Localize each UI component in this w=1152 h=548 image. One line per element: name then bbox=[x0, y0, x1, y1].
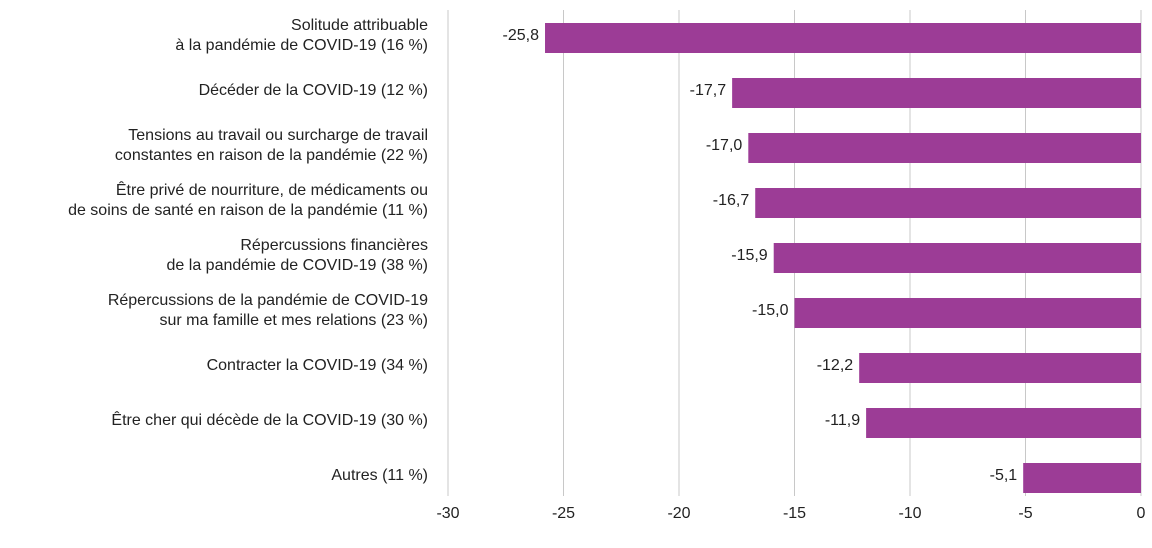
bar bbox=[859, 353, 1141, 383]
category-label: Contracter la COVID-19 (34 %) bbox=[207, 357, 428, 374]
value-label: -15,9 bbox=[731, 247, 768, 264]
x-tick-label: -20 bbox=[667, 505, 690, 522]
category-label: Répercussions de la pandémie de COVID-19… bbox=[108, 292, 428, 329]
bar bbox=[866, 408, 1141, 438]
x-tick-label: -30 bbox=[436, 505, 459, 522]
value-label: -12,2 bbox=[817, 357, 854, 374]
x-tick-label: -10 bbox=[898, 505, 921, 522]
value-label: -5,1 bbox=[990, 467, 1018, 484]
bar bbox=[755, 188, 1141, 218]
value-label: -25,8 bbox=[503, 27, 540, 44]
bar bbox=[748, 133, 1141, 163]
bar bbox=[794, 298, 1141, 328]
bar bbox=[1023, 463, 1141, 493]
bar bbox=[545, 23, 1141, 53]
x-tick-label: -25 bbox=[552, 505, 575, 522]
x-tick-label: -15 bbox=[783, 505, 806, 522]
category-label: Tensions au travail ou surcharge de trav… bbox=[115, 127, 428, 164]
category-label: Être privé de nourriture, de médicaments… bbox=[68, 180, 428, 219]
bar bbox=[732, 78, 1141, 108]
value-label: -17,0 bbox=[706, 137, 743, 154]
value-label: -11,9 bbox=[825, 412, 860, 429]
x-tick-label: -5 bbox=[1018, 505, 1032, 522]
x-tick-label: 0 bbox=[1137, 505, 1146, 522]
category-label: Répercussions financières de la pandémie … bbox=[167, 237, 428, 274]
category-label: Décéder de la COVID-19 (12 %) bbox=[199, 82, 428, 99]
bar bbox=[773, 243, 1141, 273]
value-label: -15,0 bbox=[752, 302, 789, 319]
value-label: -17,7 bbox=[690, 82, 727, 99]
category-label: Être cher qui décède de la COVID-19 (30 … bbox=[111, 410, 428, 429]
category-label: Solitude attribuable à la pandémie de COV… bbox=[175, 17, 428, 54]
category-label: Autres (11 %) bbox=[331, 467, 428, 484]
value-label: -16,7 bbox=[713, 192, 750, 209]
